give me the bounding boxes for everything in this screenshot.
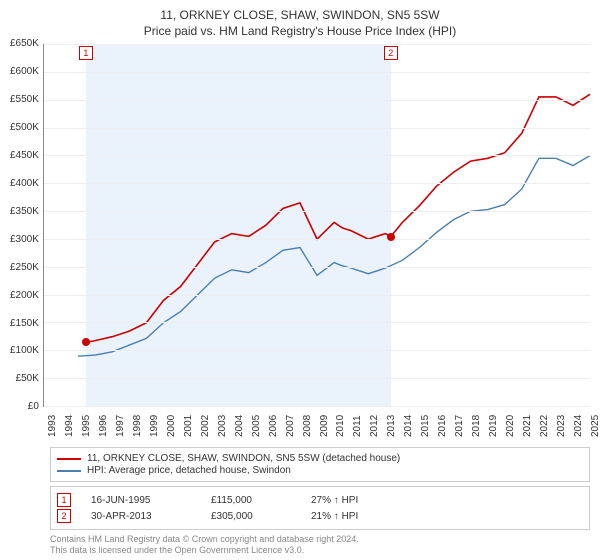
sales-table: 1 16-JUN-1995 £115,000 27% ↑ HPI 2 30-APR-201… <box>50 486 590 530</box>
x-tick-label: 2006 <box>268 415 279 437</box>
legend-swatch <box>57 470 81 472</box>
legend-label: HPI: Average price, detached house, Swin… <box>87 465 291 476</box>
x-tick-label: 2011 <box>352 416 363 438</box>
y-axis: £650K£600K£550K£500K£450K£400K£350K£300K… <box>10 44 43 407</box>
sale-row-marker: 2 <box>57 509 71 523</box>
sale-marker-dot <box>387 233 395 241</box>
sale-pct: 27% ↑ HPI <box>311 495 358 506</box>
legend-item: HPI: Average price, detached house, Swin… <box>57 465 583 476</box>
sale-row-marker: 1 <box>57 493 71 507</box>
chart-subtitle: Price paid vs. HM Land Registry's House … <box>10 24 590 38</box>
plot-area: 12 <box>43 44 590 407</box>
x-tick-label: 2015 <box>420 415 431 437</box>
sale-marker-box: 2 <box>384 46 398 60</box>
legend-swatch <box>57 458 81 460</box>
x-tick-label: 2014 <box>403 415 414 437</box>
x-tick-label: 2004 <box>234 415 245 437</box>
sale-pct: 21% ↑ HPI <box>311 511 358 522</box>
x-tick-label: 1993 <box>47 415 58 437</box>
x-tick-label: 2017 <box>454 415 465 437</box>
x-tick-label: 2005 <box>251 415 262 437</box>
sale-price: £305,000 <box>211 511 291 522</box>
x-tick-label: 2013 <box>386 415 397 437</box>
x-ticks: 1993 1994 1995 1996 1997 1998 1999 2000 2001 2002… <box>47 407 590 441</box>
x-tick-label: 2012 <box>369 415 380 437</box>
x-tick-label: 1999 <box>149 415 160 437</box>
chart-title: 11, ORKNEY CLOSE, SHAW, SWINDON, SN5 5SW <box>10 8 590 22</box>
sale-price: £115,000 <box>211 495 291 506</box>
footer-line-2: This data is licensed under the Open Gov… <box>50 545 590 556</box>
x-axis: 1993 1994 1995 1996 1997 1998 1999 2000 2001 2002… <box>10 407 590 441</box>
x-tick-label: 1996 <box>98 415 109 437</box>
x-tick-label: 2023 <box>556 415 567 437</box>
x-tick-label: 2016 <box>437 415 448 437</box>
legend-label: 11, ORKNEY CLOSE, SHAW, SWINDON, SN5 5SW… <box>87 453 400 464</box>
x-tick-label: 2001 <box>183 415 194 437</box>
x-tick-label: 2024 <box>573 415 584 437</box>
x-tick-label: 1998 <box>132 415 143 437</box>
sale-date: 30-APR-2013 <box>91 511 191 522</box>
sale-marker-box: 1 <box>79 46 93 60</box>
x-tick-label: 2025 <box>590 415 600 437</box>
x-tick-label: 2007 <box>285 415 296 437</box>
series-line <box>78 156 590 357</box>
legend-item: 11, ORKNEY CLOSE, SHAW, SWINDON, SN5 5SW… <box>57 453 583 464</box>
legend: 11, ORKNEY CLOSE, SHAW, SWINDON, SN5 5SW… <box>50 447 590 482</box>
x-tick-label: 2021 <box>522 415 533 437</box>
line-svg <box>44 44 590 406</box>
x-tick-label: 1995 <box>81 415 92 437</box>
x-tick-label: 2003 <box>217 415 228 437</box>
x-tick-label: 2002 <box>200 415 211 437</box>
x-tick-label: 1994 <box>64 415 75 437</box>
x-tick-label: 2000 <box>166 415 177 437</box>
series-line <box>86 94 590 342</box>
footer-line-1: Contains HM Land Registry data © Crown c… <box>50 534 590 545</box>
chart-container: 11, ORKNEY CLOSE, SHAW, SWINDON, SN5 5SW… <box>0 0 600 560</box>
x-tick-label: 2009 <box>319 415 330 437</box>
x-tick-label: 1997 <box>115 415 126 437</box>
x-tick-label: 2018 <box>471 415 482 437</box>
sale-row: 2 30-APR-2013 £305,000 21% ↑ HPI <box>57 509 583 523</box>
x-tick-label: 2022 <box>539 415 550 437</box>
sale-marker-dot <box>82 338 90 346</box>
x-tick-label: 2008 <box>302 415 313 437</box>
x-tick-label: 2019 <box>488 415 499 437</box>
sale-date: 16-JUN-1995 <box>91 495 191 506</box>
x-tick-label: 2010 <box>335 415 346 437</box>
footer: Contains HM Land Registry data © Crown c… <box>50 534 590 556</box>
sale-row: 1 16-JUN-1995 £115,000 27% ↑ HPI <box>57 493 583 507</box>
x-tick-label: 2020 <box>505 415 516 437</box>
chart-area: £650K£600K£550K£500K£450K£400K£350K£300K… <box>10 44 590 407</box>
